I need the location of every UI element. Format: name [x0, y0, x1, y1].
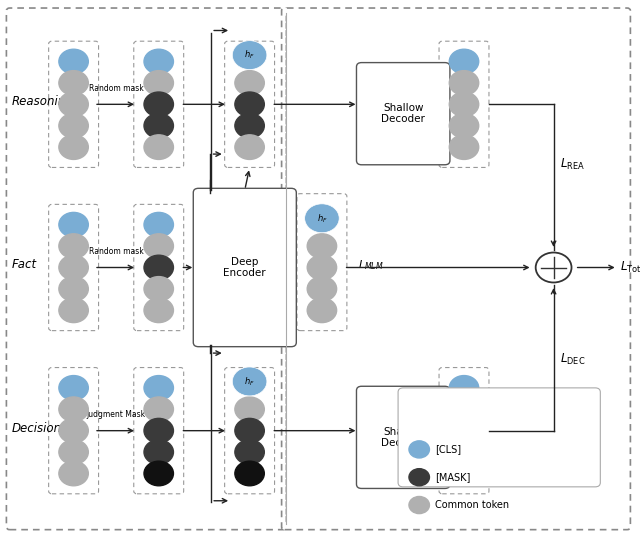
Circle shape	[59, 418, 88, 443]
Text: Shallow
Decoder: Shallow Decoder	[381, 426, 425, 448]
Text: Decision: Decision	[12, 422, 61, 434]
Circle shape	[144, 277, 173, 301]
FancyBboxPatch shape	[398, 388, 600, 487]
FancyBboxPatch shape	[134, 368, 184, 494]
Circle shape	[235, 418, 264, 443]
Circle shape	[409, 441, 429, 458]
FancyBboxPatch shape	[297, 194, 347, 331]
Circle shape	[449, 71, 479, 95]
FancyBboxPatch shape	[356, 63, 450, 165]
FancyBboxPatch shape	[356, 386, 450, 488]
FancyBboxPatch shape	[225, 368, 275, 494]
Text: Random mask: Random mask	[89, 83, 143, 93]
Circle shape	[449, 113, 479, 138]
Circle shape	[59, 255, 88, 280]
FancyBboxPatch shape	[49, 368, 99, 494]
Text: Judgment Mask: Judgment Mask	[86, 410, 146, 419]
Text: $h_F$: $h_F$	[244, 375, 255, 388]
Circle shape	[59, 298, 88, 323]
FancyBboxPatch shape	[225, 41, 275, 167]
Circle shape	[235, 92, 264, 117]
Circle shape	[59, 277, 88, 301]
Circle shape	[144, 418, 173, 443]
Circle shape	[59, 234, 88, 258]
Circle shape	[449, 49, 479, 74]
Circle shape	[59, 92, 88, 117]
Circle shape	[449, 92, 479, 117]
Circle shape	[59, 49, 88, 74]
FancyBboxPatch shape	[439, 41, 489, 167]
Circle shape	[232, 367, 267, 396]
Circle shape	[144, 255, 173, 280]
Circle shape	[59, 71, 88, 95]
Circle shape	[144, 212, 173, 237]
Circle shape	[449, 397, 479, 422]
FancyBboxPatch shape	[193, 188, 296, 347]
Circle shape	[235, 135, 264, 159]
Circle shape	[409, 496, 429, 514]
Circle shape	[144, 461, 173, 486]
Circle shape	[409, 469, 429, 486]
Text: Deep
Encoder: Deep Encoder	[223, 257, 266, 278]
Circle shape	[144, 298, 173, 323]
Text: Random mask: Random mask	[89, 247, 143, 256]
Text: $h_F$: $h_F$	[244, 49, 255, 62]
FancyBboxPatch shape	[49, 204, 99, 331]
Circle shape	[235, 113, 264, 138]
Circle shape	[144, 113, 173, 138]
Circle shape	[449, 440, 479, 464]
Text: Shallow
Decoder: Shallow Decoder	[381, 103, 425, 125]
Text: $L_{\mathrm{Total}}$: $L_{\mathrm{Total}}$	[620, 260, 640, 275]
FancyBboxPatch shape	[439, 368, 489, 494]
FancyBboxPatch shape	[134, 204, 184, 331]
FancyBboxPatch shape	[282, 8, 630, 530]
Text: $L_{\mathrm{REA}}$: $L_{\mathrm{REA}}$	[560, 157, 585, 172]
Circle shape	[59, 376, 88, 400]
Circle shape	[307, 277, 337, 301]
Text: $L_{\mathrm{DEC}}$: $L_{\mathrm{DEC}}$	[560, 352, 586, 368]
Text: Fact: Fact	[12, 258, 36, 271]
Circle shape	[144, 135, 173, 159]
Circle shape	[144, 397, 173, 422]
Circle shape	[235, 71, 264, 95]
Circle shape	[235, 440, 264, 464]
Circle shape	[307, 298, 337, 323]
Circle shape	[536, 253, 572, 282]
Circle shape	[59, 397, 88, 422]
Circle shape	[59, 461, 88, 486]
Circle shape	[449, 461, 479, 486]
Text: $L_{MLM}$: $L_{MLM}$	[358, 258, 384, 272]
Text: Reasoning: Reasoning	[12, 95, 73, 108]
Text: [CLS]: [CLS]	[435, 445, 461, 454]
Circle shape	[235, 461, 264, 486]
Circle shape	[59, 440, 88, 464]
Circle shape	[144, 376, 173, 400]
Circle shape	[449, 376, 479, 400]
Circle shape	[307, 255, 337, 280]
Text: $h_F$: $h_F$	[317, 212, 327, 225]
Circle shape	[144, 234, 173, 258]
Circle shape	[449, 135, 479, 159]
Circle shape	[449, 418, 479, 443]
Circle shape	[59, 135, 88, 159]
Text: [MASK]: [MASK]	[435, 472, 470, 482]
Circle shape	[59, 113, 88, 138]
FancyBboxPatch shape	[134, 41, 184, 167]
Circle shape	[59, 212, 88, 237]
FancyBboxPatch shape	[6, 8, 288, 530]
Circle shape	[144, 440, 173, 464]
Circle shape	[232, 41, 267, 70]
Circle shape	[144, 71, 173, 95]
Circle shape	[144, 92, 173, 117]
Circle shape	[235, 397, 264, 422]
Circle shape	[307, 234, 337, 258]
Circle shape	[144, 49, 173, 74]
Text: Common token: Common token	[435, 500, 509, 510]
FancyBboxPatch shape	[49, 41, 99, 167]
Circle shape	[305, 204, 339, 233]
